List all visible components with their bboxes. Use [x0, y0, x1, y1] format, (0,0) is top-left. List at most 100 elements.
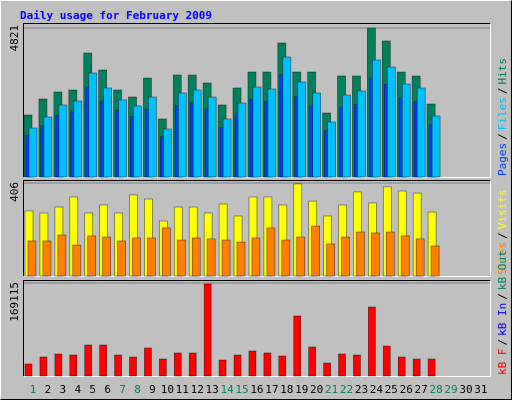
x-tick-label: 7 — [119, 383, 126, 396]
bar — [207, 96, 217, 178]
bar — [263, 352, 272, 377]
plot-area — [23, 280, 491, 377]
legend-label: Files — [496, 97, 509, 130]
bar — [252, 86, 262, 178]
plot-border-dark — [23, 280, 491, 377]
x-tick-label: 24 — [370, 383, 384, 396]
bar — [237, 102, 247, 178]
bar — [188, 352, 197, 377]
bar — [117, 240, 126, 277]
x-tick-label: 29 — [444, 383, 457, 396]
bar — [118, 99, 127, 178]
legend-separator: / — [496, 133, 509, 140]
bar — [412, 358, 421, 377]
legend-label: Pages — [496, 143, 509, 176]
x-tick-label: 8 — [134, 383, 141, 396]
bar — [69, 354, 78, 377]
y-tick-label: 4821 — [8, 25, 21, 52]
x-tick-label: 22 — [340, 383, 353, 396]
bar — [401, 83, 411, 178]
legend-label: Sites — [496, 242, 509, 275]
legend-separator: / — [496, 293, 509, 300]
bar — [385, 231, 395, 277]
bar — [73, 100, 83, 178]
bar — [133, 105, 142, 178]
bar — [24, 363, 33, 377]
bar — [218, 359, 227, 377]
bar — [356, 231, 365, 277]
x-tick-label: 15 — [235, 383, 248, 396]
bar — [267, 88, 277, 178]
bar — [43, 116, 53, 178]
plot-border-dark — [23, 23, 491, 178]
x-tick-label: 5 — [89, 383, 96, 396]
bar — [431, 115, 441, 178]
bar — [102, 236, 112, 277]
bar — [144, 347, 152, 377]
bar — [132, 237, 141, 277]
bar — [327, 121, 336, 178]
bar — [99, 344, 108, 377]
bar — [72, 244, 82, 277]
bar — [281, 239, 291, 277]
bar — [416, 87, 426, 178]
bar — [191, 237, 201, 277]
x-tick-label: 4 — [74, 383, 81, 396]
bar — [39, 356, 48, 377]
x-tick-label: 3 — [60, 383, 67, 396]
bar — [311, 225, 321, 277]
bar — [163, 128, 172, 178]
x-tick-label: 10 — [161, 383, 174, 396]
bar — [54, 353, 63, 377]
bar — [353, 354, 361, 377]
bar — [159, 358, 167, 377]
bar — [338, 353, 346, 377]
bar — [57, 234, 67, 277]
x-tick-label: 16 — [250, 383, 263, 396]
bar — [173, 352, 182, 377]
x-tick-label: 11 — [176, 383, 189, 396]
bar — [248, 350, 257, 377]
bar — [147, 237, 156, 277]
bar — [282, 56, 292, 178]
bar — [233, 354, 242, 377]
bar — [293, 315, 302, 377]
legend-separator: / — [496, 232, 509, 239]
bar — [27, 240, 37, 277]
bar — [357, 90, 366, 178]
bar — [382, 345, 391, 377]
plot-border-light — [23, 280, 491, 377]
plot-border-light — [23, 180, 491, 277]
bar — [192, 89, 202, 178]
x-tick-label: 2 — [45, 383, 52, 396]
x-tick-label: 30 — [459, 383, 472, 396]
bar — [176, 239, 186, 277]
bar — [28, 127, 38, 178]
bar — [430, 245, 440, 277]
x-tick-label: 25 — [385, 383, 398, 396]
x-tick-label: 28 — [429, 383, 442, 396]
bar — [58, 104, 68, 178]
bar — [87, 235, 97, 277]
x-tick-label: 1 — [30, 383, 37, 396]
legend-separator: / — [496, 88, 509, 95]
bar — [371, 232, 380, 277]
bar — [427, 358, 436, 377]
bar — [114, 354, 122, 377]
x-tick-label: 9 — [149, 383, 156, 396]
bar — [203, 283, 212, 377]
bar — [222, 118, 232, 178]
plot-border-dark — [23, 180, 491, 277]
bar — [296, 236, 306, 277]
bar — [326, 243, 335, 277]
x-tick-label: 27 — [415, 383, 428, 396]
x-tick-label: 31 — [474, 383, 487, 396]
bar — [129, 356, 137, 377]
x-tick-label: 6 — [104, 383, 111, 396]
bar — [342, 94, 351, 178]
bar — [368, 306, 376, 377]
bar — [341, 236, 350, 277]
bar — [162, 227, 171, 277]
bar — [278, 355, 287, 377]
